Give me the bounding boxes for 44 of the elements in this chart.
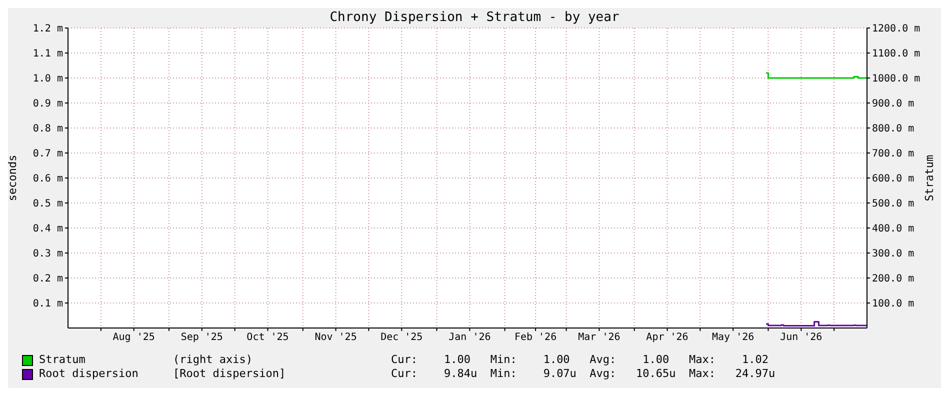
chart-title: Chrony Dispersion + Stratum - by year xyxy=(328,10,620,25)
x-tick-label: Aug '25 xyxy=(112,332,155,344)
text: (right axis) xyxy=(173,353,254,367)
text: Cur: 1.00 Min: 1.00 Avg: 1.00 Max: 1.02 xyxy=(391,353,768,367)
x-tick-label: Sep '25 xyxy=(180,332,223,344)
y-tick-label: 1.1 m xyxy=(32,48,63,60)
y-tick-label: 0.9 m xyxy=(32,98,63,110)
y2-tick-label: 1100.0 m xyxy=(872,48,920,60)
y-axis-title: seconds xyxy=(6,154,19,202)
y2-tick-label: 300.0 m xyxy=(872,248,914,260)
y-tick-label: 1.2 m xyxy=(32,24,63,35)
y2-tick-label: 400.0 m xyxy=(872,224,914,235)
y-tick-label: 0.6 m xyxy=(32,174,63,185)
x-tick-label: Jun '26 xyxy=(780,332,822,344)
y2-tick-label: 500.0 m xyxy=(872,198,914,210)
y2-tick-label: 800.0 m xyxy=(872,124,914,135)
x-tick-label: Apr '26 xyxy=(646,332,688,344)
y2-axis-title: Stratum xyxy=(922,154,936,202)
y-tick-label: 0.2 m xyxy=(32,274,63,285)
y2-tick-label: 1200.0 m xyxy=(872,24,920,35)
y-tick-label: 0.8 m xyxy=(32,124,63,135)
legend-label: Root dispersion xyxy=(39,367,140,381)
y-tick-label: 0.3 m xyxy=(32,248,63,260)
text: Cur: 9.84u Min: 9.07u Avg: 10.65u Max: 24.97u xyxy=(391,367,776,381)
y2-tick-label: 200.0 m xyxy=(872,274,914,285)
y-tick-label: 1.0 m xyxy=(32,74,63,85)
x-tick-label: Jan '26 xyxy=(448,332,491,344)
y2-tick-label: 600.0 m xyxy=(872,174,914,185)
x-tick-label: Feb '26 xyxy=(514,332,557,344)
x-tick-label: Mar '26 xyxy=(578,332,620,344)
y2-tick-label: 1000.0 m xyxy=(872,74,920,85)
legend-label: Stratum xyxy=(39,353,86,367)
y-tick-label: 0.5 m xyxy=(32,198,63,210)
y2-tick-label: 100.0 m xyxy=(872,298,914,310)
x-tick-label: Oct '25 xyxy=(246,332,289,344)
x-tick-label: May '26 xyxy=(712,332,754,344)
y2-tick-label: 900.0 m xyxy=(872,98,914,110)
y-tick-label: 0.4 m xyxy=(32,224,63,235)
text: [Root dispersion] xyxy=(173,367,287,381)
y-tick-label: 0.7 m xyxy=(32,148,63,160)
y2-tick-label: 700.0 m xyxy=(872,148,914,160)
y-tick-label: 0.1 m xyxy=(32,298,63,310)
x-tick-label: Nov '25 xyxy=(314,332,357,344)
x-tick-label: Dec '25 xyxy=(380,332,423,344)
